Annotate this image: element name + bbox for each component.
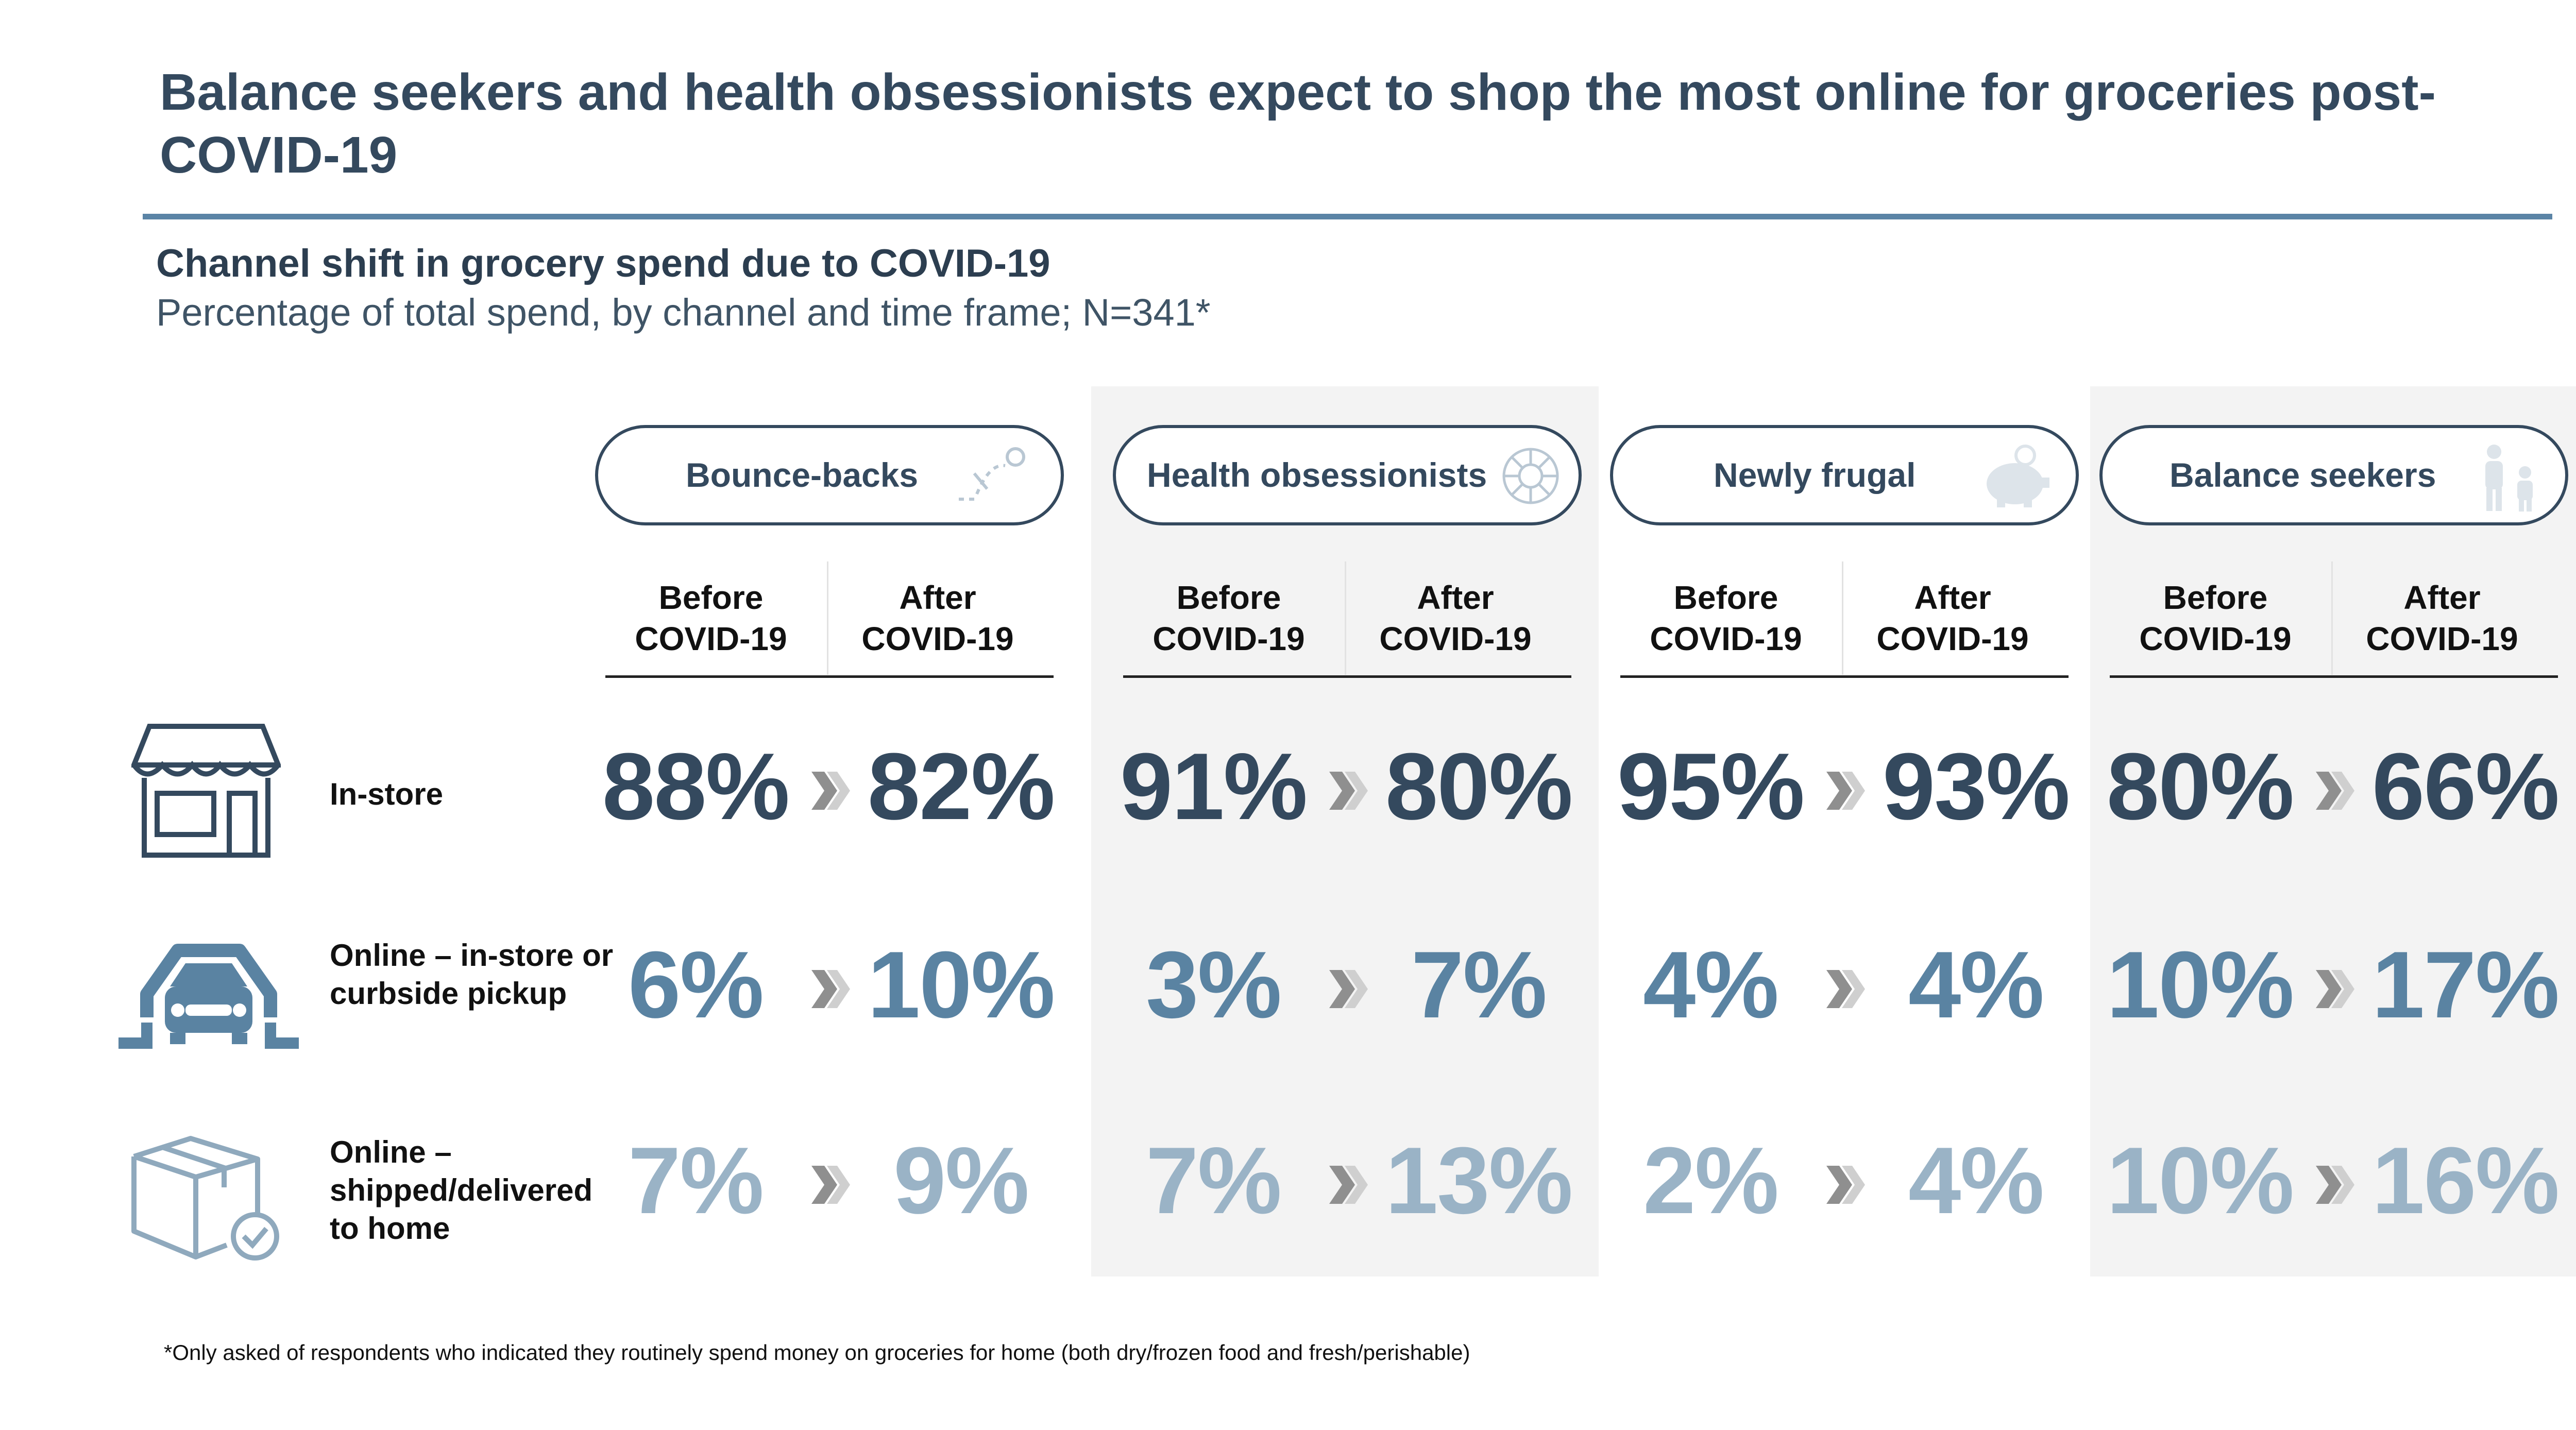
- column-header-after: After COVID-19: [829, 577, 1046, 659]
- column-separator: [1345, 561, 1346, 675]
- chevron-arrow-icon: [811, 970, 850, 1008]
- column-header-line: After: [1417, 579, 1494, 616]
- column-header-before: Before COVID-19: [1121, 577, 1337, 659]
- chevron-arrow-icon: [1329, 1166, 1368, 1204]
- value-before: 2%: [1643, 1127, 1779, 1233]
- value-after: 82%: [867, 733, 1055, 839]
- column-header-rule: [1123, 675, 1571, 678]
- column-header-after: After COVID-19: [2334, 577, 2550, 659]
- column-header-after: After COVID-19: [1347, 577, 1564, 659]
- value-before: 4%: [1643, 931, 1779, 1037]
- segment-header-health-obsessionists: Health obsessionists: [1113, 425, 1582, 525]
- value-before: 7%: [1146, 1127, 1282, 1233]
- row-label-in-store: In-store: [330, 777, 444, 811]
- column-header-line: Before: [1176, 579, 1281, 616]
- column-header-rule: [605, 675, 1054, 678]
- column-header-line: Before: [658, 579, 764, 616]
- column-header-line: COVID-19: [2366, 620, 2518, 657]
- chevron-arrow-icon: [1826, 772, 1865, 810]
- value-after: 66%: [2371, 733, 2560, 839]
- value-after: 4%: [1908, 931, 2044, 1037]
- segment-shade-health-obsessionists: [1091, 386, 1599, 1276]
- chevron-arrow-icon: [811, 1166, 850, 1204]
- column-header-line: COVID-19: [1379, 620, 1532, 657]
- chevron-arrow-icon: [2316, 1166, 2354, 1204]
- column-header-line: After: [1914, 579, 1991, 616]
- segment-label: Health obsessionists: [1147, 456, 1487, 494]
- car-pickup-icon: [118, 944, 299, 1049]
- value-before: 6%: [628, 931, 764, 1037]
- family-icon: [2485, 445, 2533, 512]
- column-separator: [2331, 561, 2333, 675]
- column-header-line: COVID-19: [861, 620, 1014, 657]
- chevron-arrow-icon: [2316, 772, 2354, 810]
- column-header-rule: [1620, 675, 2069, 678]
- column-header-line: Before: [2163, 579, 2268, 616]
- value-before: 91%: [1120, 733, 1308, 839]
- chart-title: Channel shift in grocery spend due to CO…: [156, 242, 1050, 285]
- value-before: 95%: [1617, 733, 1805, 839]
- chevron-arrow-icon: [2316, 970, 2354, 1008]
- segment-label: Bounce-backs: [686, 456, 919, 494]
- value-after: 9%: [893, 1127, 1029, 1233]
- column-header-line: COVID-19: [2139, 620, 2292, 657]
- chevron-arrow-icon: [1329, 970, 1368, 1008]
- segment-label: Balance seekers: [2170, 456, 2436, 494]
- value-after: 17%: [2371, 931, 2560, 1037]
- value-after: 93%: [1882, 733, 2070, 839]
- column-header-before: Before COVID-19: [2107, 577, 2324, 659]
- bounce-ball-icon: [959, 447, 1025, 501]
- footnote: *Only asked of respondents who indicated…: [164, 1340, 1470, 1365]
- value-before: 7%: [628, 1127, 764, 1233]
- row-label-online-pickup: Online – in-store or curbside pickup: [330, 938, 614, 1011]
- column-header-before: Before COVID-19: [1618, 577, 1834, 659]
- chart-subtitle: Percentage of total spend, by channel an…: [156, 291, 1211, 334]
- column-header-line: After: [899, 579, 976, 616]
- title-divider: [143, 214, 2552, 219]
- column-header-line: Before: [1673, 579, 1778, 616]
- value-before: 80%: [2106, 733, 2294, 839]
- column-header-line: COVID-19: [635, 620, 787, 657]
- segment-label: Newly frugal: [1714, 456, 1916, 494]
- value-after: 16%: [2371, 1127, 2560, 1233]
- segment-header-newly-frugal: Newly frugal: [1610, 425, 2079, 525]
- value-after: 10%: [867, 931, 1055, 1037]
- page-title: Balance seekers and health obsessionists…: [160, 63, 2436, 184]
- value-after: 7%: [1411, 931, 1547, 1037]
- column-header-line: COVID-19: [1153, 620, 1305, 657]
- column-separator: [827, 561, 828, 675]
- value-after: 13%: [1385, 1127, 1573, 1233]
- column-header-before: Before COVID-19: [603, 577, 819, 659]
- chevron-arrow-icon: [1826, 970, 1865, 1008]
- piggy-bank-icon: [1987, 445, 2049, 507]
- storefront-icon: [131, 724, 281, 858]
- virus-icon: [1502, 448, 1559, 504]
- column-header-line: COVID-19: [1876, 620, 2029, 657]
- segment-header-bounce-backs: Bounce-backs: [595, 425, 1064, 525]
- column-header-line: After: [2403, 579, 2481, 616]
- column-separator: [1842, 561, 1843, 675]
- segment-shade-balance-seekers: [2090, 386, 2576, 1276]
- chevron-arrow-icon: [1329, 772, 1368, 810]
- column-header-line: COVID-19: [1650, 620, 1802, 657]
- column-header-rule: [2110, 675, 2558, 678]
- value-before: 3%: [1146, 931, 1282, 1037]
- chevron-arrow-icon: [811, 772, 850, 810]
- value-before: 88%: [602, 733, 790, 839]
- value-after: 80%: [1385, 733, 1573, 839]
- column-header-after: After COVID-19: [1844, 577, 2061, 659]
- value-after: 4%: [1908, 1127, 2044, 1233]
- segment-header-balance-seekers: Balance seekers: [2099, 425, 2568, 525]
- package-delivered-icon: [131, 1136, 279, 1261]
- value-before: 10%: [2106, 931, 2294, 1037]
- row-label-online-delivered: Online – shipped/delivered to home: [330, 1135, 593, 1246]
- chevron-arrow-icon: [1826, 1166, 1865, 1204]
- value-before: 10%: [2106, 1127, 2294, 1233]
